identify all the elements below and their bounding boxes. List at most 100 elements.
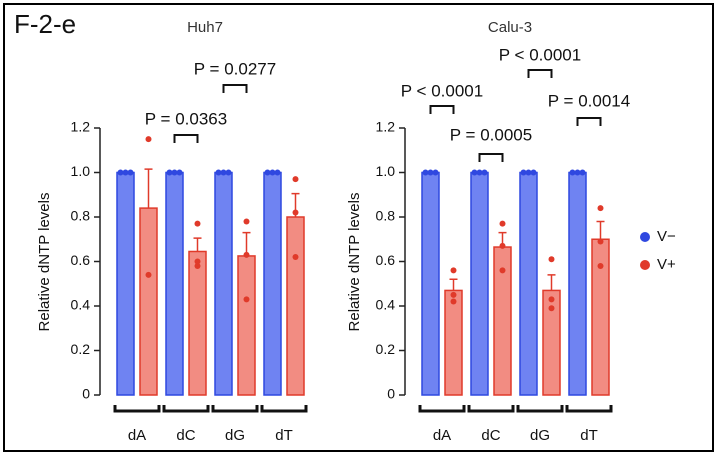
data-point: [499, 267, 506, 274]
y-tick-label: 0.8: [376, 208, 396, 224]
data-point: [220, 169, 227, 176]
data-point: [597, 262, 604, 269]
data-point: [243, 296, 250, 303]
y-tick-label: 0.4: [71, 297, 91, 313]
p-value: P = 0.0005: [450, 125, 532, 144]
data-point: [171, 169, 178, 176]
significance-bracket: [173, 134, 199, 143]
x-tick-label: dA: [128, 427, 146, 444]
data-point: [176, 169, 183, 176]
y-tick-label: 0: [82, 386, 90, 402]
y-tick-label: 0: [387, 386, 395, 402]
bar: [444, 289, 463, 396]
category-bracket: [260, 405, 308, 413]
category-bracket: [467, 405, 515, 413]
category-bracket: [162, 405, 210, 413]
y-axis-label: Relative dNTP levels: [346, 193, 363, 332]
bar: [214, 171, 233, 396]
data-point: [499, 220, 506, 227]
data-point: [292, 209, 299, 216]
y-tick-label: 0.2: [376, 341, 396, 357]
bar: [519, 171, 538, 396]
error-bar: [596, 220, 605, 240]
data-point: [520, 169, 527, 176]
data-point: [194, 220, 201, 227]
y-tick-label: 1.0: [71, 163, 91, 179]
y-tick-label: 0.6: [376, 252, 396, 268]
x-tick-label: dG: [530, 427, 550, 444]
p-value: P = 0.0014: [548, 91, 630, 110]
bar: [263, 171, 282, 396]
data-point: [597, 205, 604, 212]
x-tick-label: dA: [433, 427, 451, 444]
data-point: [530, 169, 537, 176]
bar: [568, 171, 587, 396]
bar: [286, 216, 305, 396]
data-point: [145, 271, 152, 278]
bar: [421, 171, 440, 396]
data-point: [145, 136, 152, 143]
significance-bracket: [576, 117, 602, 126]
data-point: [422, 169, 429, 176]
data-point: [225, 169, 232, 176]
chart-title: Huh7: [187, 19, 223, 36]
bar: [237, 255, 256, 396]
data-point: [243, 218, 250, 225]
legend-marker: [640, 232, 650, 242]
y-tick-label: 0.8: [71, 208, 91, 224]
category-bracket: [418, 405, 466, 413]
error-bar: [144, 168, 153, 209]
y-tick-label: 0.6: [71, 252, 91, 268]
category-bracket: [565, 405, 613, 413]
significance-bracket: [478, 153, 504, 162]
y-axis-label: Relative dNTP levels: [36, 193, 53, 332]
data-point: [548, 256, 555, 263]
bar: [165, 171, 184, 396]
data-point: [450, 298, 457, 305]
panel-label: F-2-e: [14, 9, 76, 39]
data-point: [476, 169, 483, 176]
category-bracket: [113, 405, 161, 413]
category-bracket: [211, 405, 259, 413]
data-point: [574, 169, 581, 176]
data-point: [292, 176, 299, 183]
error-bar: [449, 278, 458, 291]
data-point: [269, 169, 276, 176]
data-point: [525, 169, 532, 176]
data-point: [127, 169, 134, 176]
data-point: [471, 169, 478, 176]
significance-bracket: [527, 69, 553, 78]
p-value: P = 0.0277: [194, 59, 276, 78]
data-point: [117, 169, 124, 176]
frame: [3, 3, 714, 452]
data-point: [274, 169, 281, 176]
data-point: [569, 169, 576, 176]
data-point: [194, 258, 201, 265]
data-point: [548, 296, 555, 303]
data-point: [243, 251, 250, 258]
bar: [139, 207, 158, 396]
data-point: [597, 238, 604, 245]
chart-title: Calu-3: [488, 19, 532, 36]
x-tick-label: dG: [225, 427, 245, 444]
y-tick-label: 1.0: [376, 163, 396, 179]
data-point: [499, 242, 506, 249]
data-point: [548, 305, 555, 312]
significance-bracket: [429, 105, 455, 114]
data-point: [450, 291, 457, 298]
y-tick-label: 0.4: [376, 297, 396, 313]
x-tick-label: dC: [481, 427, 500, 444]
data-point: [194, 262, 201, 269]
data-point: [427, 169, 434, 176]
legend-marker: [640, 260, 650, 270]
p-value: P < 0.0001: [499, 45, 581, 64]
legend-label: V+: [657, 256, 676, 273]
data-point: [432, 169, 439, 176]
bar: [188, 250, 207, 396]
data-point: [166, 169, 173, 176]
significance-bracket: [222, 84, 248, 93]
data-point: [481, 169, 488, 176]
legend-label: V−: [657, 228, 676, 245]
data-point: [122, 169, 129, 176]
